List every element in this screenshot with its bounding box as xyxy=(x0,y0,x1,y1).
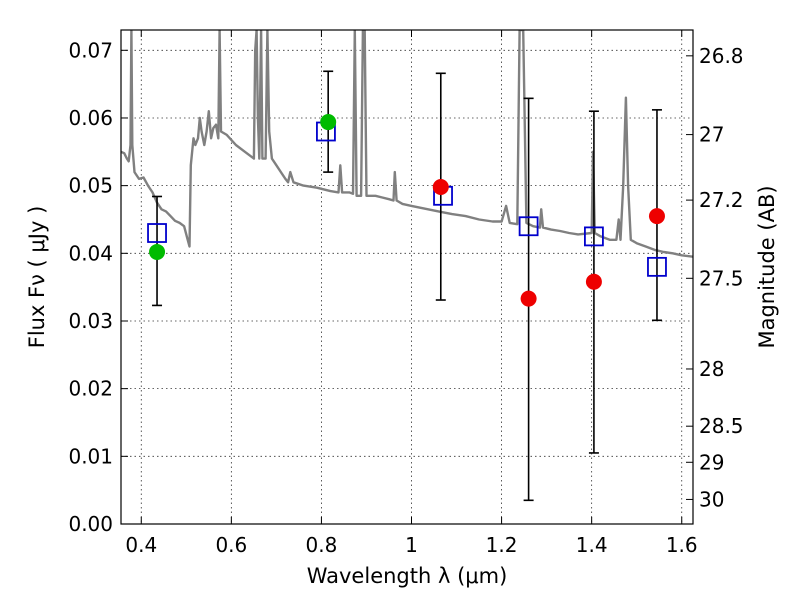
detection-point xyxy=(149,243,166,260)
spectrum-line xyxy=(121,30,693,258)
y-tick-label: 0.03 xyxy=(68,309,113,333)
right-tick-label: 28 xyxy=(699,357,724,381)
right-tick-label: 30 xyxy=(699,487,724,511)
x-tick-label: 1.2 xyxy=(486,533,518,557)
x-axis-title: Wavelength λ (μm) xyxy=(307,564,508,588)
detection-point xyxy=(320,114,337,131)
upper-point xyxy=(648,208,665,225)
x-tick-label: 0.4 xyxy=(125,533,157,557)
label-layer: 0.4 0.6 0.8 1 1.2 1.4 1.6 0.00 0.01 0.02 0.03 0.04 0… xyxy=(68,38,743,557)
grid-layer xyxy=(121,30,693,525)
right-tick-label: 27.5 xyxy=(699,266,744,290)
y-tick-label: 0.07 xyxy=(68,38,113,62)
model-photometry-point xyxy=(647,256,667,277)
upper-point xyxy=(432,178,449,195)
y-tick-label: 0.00 xyxy=(68,512,113,536)
y-tick-label: 0.06 xyxy=(68,106,113,130)
x-tick-label: 0.8 xyxy=(306,533,338,557)
right-axis-title: Magnitude (AB) xyxy=(755,185,779,348)
dot-layer xyxy=(149,114,665,307)
y-axis-title: Flux Fν ( μJy ) xyxy=(25,206,49,349)
right-tick-label: 27 xyxy=(699,123,724,147)
y-tick-label: 0.01 xyxy=(68,444,113,468)
right-tick-label: 27.2 xyxy=(699,188,744,212)
model-photometry-point xyxy=(147,223,167,243)
y-tick-label: 0.05 xyxy=(68,174,113,198)
square-layer xyxy=(147,121,667,277)
right-tick-label: 26.8 xyxy=(699,44,744,68)
x-tick-label: 1 xyxy=(405,533,418,557)
model-photometry-point xyxy=(518,216,539,237)
x-tick-label: 1.6 xyxy=(666,533,698,557)
y-tick-label: 0.02 xyxy=(68,377,113,401)
y-tick-label: 0.04 xyxy=(68,241,113,265)
upper-point xyxy=(520,290,537,307)
tick-layer xyxy=(121,30,693,525)
x-tick-label: 1.4 xyxy=(576,533,608,557)
model-photometry-point xyxy=(584,226,604,247)
spectrum-layer xyxy=(121,30,693,258)
right-tick-label: 29 xyxy=(699,450,724,474)
x-tick-label: 0.6 xyxy=(215,533,247,557)
plot-frame xyxy=(120,29,694,525)
upper-point xyxy=(585,273,602,290)
right-tick-label: 28.5 xyxy=(699,414,744,438)
